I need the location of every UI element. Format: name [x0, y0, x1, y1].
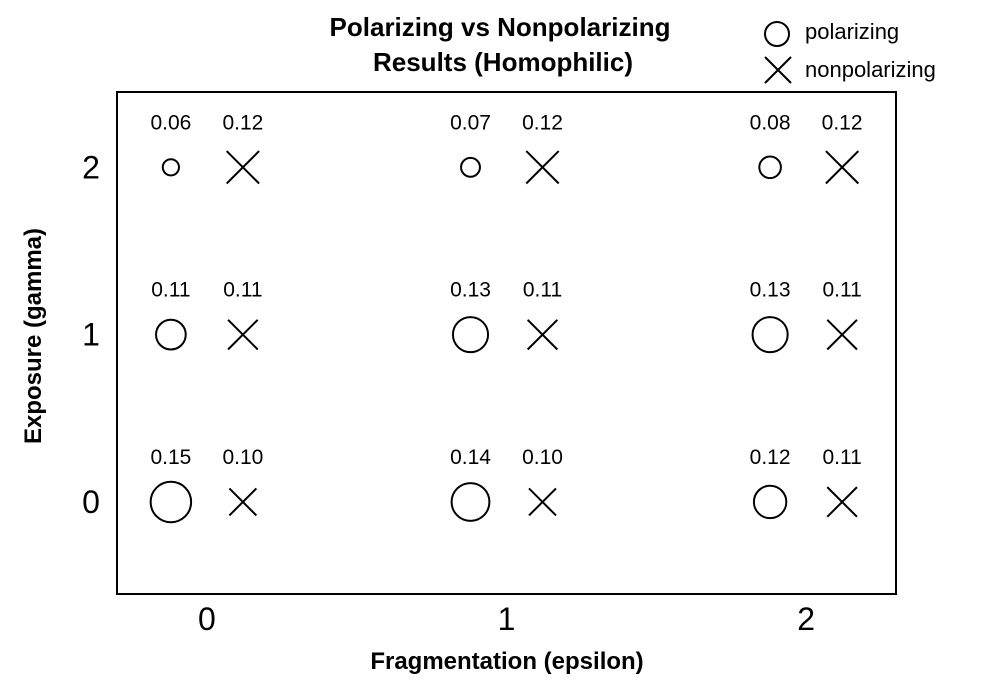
- legend-label-nonpolarizing: nonpolarizing: [805, 57, 936, 82]
- x-tick-label-2: 2: [797, 601, 815, 637]
- marker-polarizing-0-1: [155, 318, 187, 351]
- data-label-polarizing-1-2: 0.07: [450, 111, 491, 134]
- data-label-polarizing-0-1: 0.11: [151, 279, 190, 302]
- y-tick-label-2: 2: [82, 149, 100, 185]
- y-tick-label-1: 1: [82, 317, 100, 353]
- y-axis-label: Exposure (gamma): [20, 228, 47, 444]
- legend-circle-icon: [764, 21, 790, 47]
- marker-nonpolarizing-1-1: [526, 319, 559, 351]
- data-label-nonpolarizing-0-1: 0.11: [223, 279, 262, 302]
- data-label-polarizing-2-0: 0.12: [750, 446, 791, 469]
- marker-polarizing-2-1: [751, 316, 789, 354]
- data-label-polarizing-2-2: 0.08: [750, 111, 791, 134]
- x-axis-label: Fragmentation (epsilon): [370, 648, 643, 675]
- data-label-nonpolarizing-1-2: 0.12: [522, 111, 563, 134]
- x-tick-label-0: 0: [198, 601, 216, 637]
- data-label-nonpolarizing-2-2: 0.12: [822, 111, 863, 134]
- marker-polarizing-1-1: [451, 316, 490, 354]
- chart-title-line-2: Results (Homophilic): [373, 47, 633, 77]
- marker-nonpolarizing-2-2: [825, 150, 860, 185]
- data-label-nonpolarizing-0-2: 0.12: [222, 111, 263, 134]
- data-label-nonpolarizing-0-0: 0.10: [222, 446, 263, 469]
- data-label-nonpolarizing-2-0: 0.11: [822, 446, 861, 469]
- marker-nonpolarizing-0-1: [227, 319, 259, 351]
- data-label-polarizing-0-0: 0.15: [150, 446, 191, 469]
- data-label-nonpolarizing-1-1: 0.11: [523, 279, 562, 302]
- legend: polarizing nonpolarizing: [764, 19, 936, 84]
- x-axis-ticks: 0 1 2: [198, 601, 815, 637]
- marker-nonpolarizing-0-0: [228, 487, 258, 517]
- marker-polarizing-2-0: [752, 484, 788, 520]
- data-label-polarizing-2-1: 0.13: [750, 279, 791, 302]
- legend-x-icon: [764, 56, 792, 84]
- data-label-polarizing-0-2: 0.06: [150, 111, 191, 134]
- marker-polarizing-0-2: [161, 158, 180, 177]
- data-label-polarizing-1-1: 0.13: [450, 279, 491, 302]
- plot-area-frame: [116, 91, 897, 595]
- marker-polarizing-2-2: [758, 155, 782, 180]
- data-label-polarizing-1-0: 0.14: [450, 446, 491, 469]
- y-tick-label-0: 0: [82, 484, 100, 520]
- marker-nonpolarizing-2-0: [826, 486, 858, 518]
- x-tick-label-1: 1: [498, 601, 516, 637]
- y-axis-ticks: 0 1 2: [82, 149, 100, 520]
- marker-polarizing-1-2: [460, 156, 481, 178]
- marker-nonpolarizing-1-0: [528, 487, 557, 517]
- marker-nonpolarizing-2-1: [826, 319, 858, 351]
- marker-nonpolarizing-0-2: [225, 150, 260, 185]
- data-label-nonpolarizing-1-0: 0.10: [522, 446, 563, 469]
- marker-nonpolarizing-1-2: [525, 150, 560, 185]
- marker-polarizing-1-0: [450, 482, 491, 522]
- data-label-nonpolarizing-2-1: 0.11: [822, 279, 861, 302]
- chart-title-line-1: Polarizing vs Nonpolarizing: [330, 12, 671, 42]
- plot-marks: 0.06 0.07 0.08 0.11 0.13 0.13 0.15 0.14 0.12 0.12…: [149, 111, 863, 524]
- legend-label-polarizing: polarizing: [805, 19, 899, 44]
- marker-polarizing-0-0: [149, 480, 193, 524]
